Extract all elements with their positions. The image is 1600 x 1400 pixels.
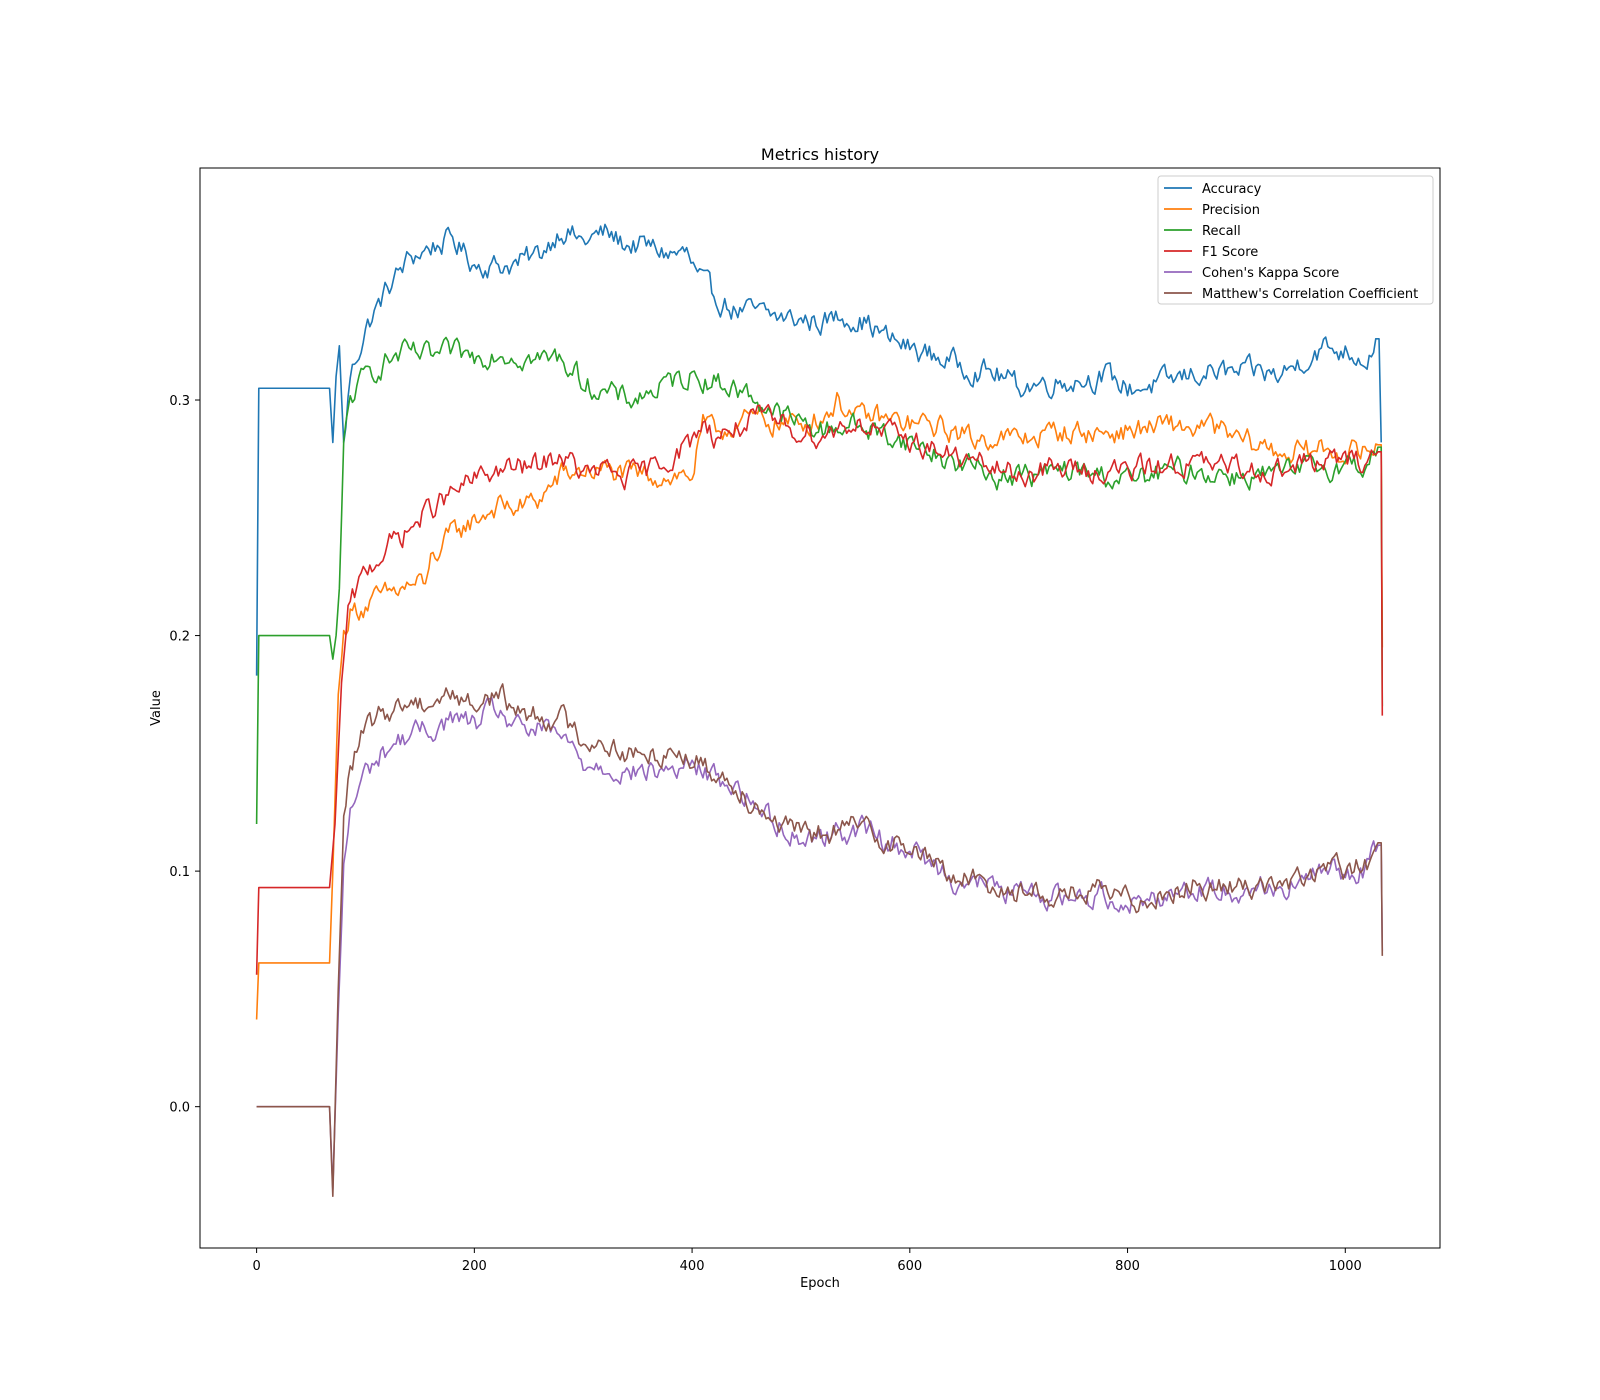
y-axis: 0.0 0.1 0.2 0.3 bbox=[169, 394, 200, 1116]
x-tick-label: 800 bbox=[1115, 1259, 1140, 1274]
y-tick-label: 0.0 bbox=[169, 1101, 190, 1116]
y-tick-label: 0.2 bbox=[169, 630, 190, 645]
series-line-recall bbox=[255, 336, 1384, 825]
plot-area-frame bbox=[199, 167, 1441, 1249]
legend-label: Recall bbox=[1202, 224, 1241, 239]
series-line-accuracy bbox=[255, 223, 1383, 676]
x-tick-label: 400 bbox=[680, 1259, 705, 1274]
x-tick-label: 200 bbox=[462, 1259, 487, 1274]
y-axis-label: Value bbox=[149, 690, 164, 726]
series-line-cohen-s-kappa-score bbox=[256, 696, 1384, 1190]
y-tick-label: 0.3 bbox=[169, 394, 190, 409]
x-axis: 0 200 400 600 800 1000 bbox=[252, 1248, 1362, 1274]
chart-title: Metrics history bbox=[761, 145, 879, 164]
legend-label: Cohen's Kappa Score bbox=[1202, 266, 1339, 281]
x-tick-label: 600 bbox=[897, 1259, 922, 1274]
legend: Accuracy Precision Recall F1 Score Cohen's K… bbox=[1157, 175, 1434, 305]
y-tick-label: 0.1 bbox=[169, 865, 190, 880]
legend-label: Precision bbox=[1202, 203, 1260, 218]
legend-label: F1 Score bbox=[1202, 245, 1258, 260]
legend-box bbox=[1157, 175, 1434, 305]
series-line-matthew-s-correlation-coefficient bbox=[256, 683, 1384, 1197]
x-axis-label: Epoch bbox=[800, 1276, 840, 1291]
legend-label: Matthew's Correlation Coefficient bbox=[1202, 287, 1418, 302]
series-layer bbox=[255, 223, 1384, 1197]
x-tick-label: 0 bbox=[252, 1259, 260, 1274]
x-tick-label: 1000 bbox=[1329, 1259, 1362, 1274]
series-line-f1-score bbox=[255, 403, 1384, 975]
legend-label: Accuracy bbox=[1202, 182, 1262, 197]
